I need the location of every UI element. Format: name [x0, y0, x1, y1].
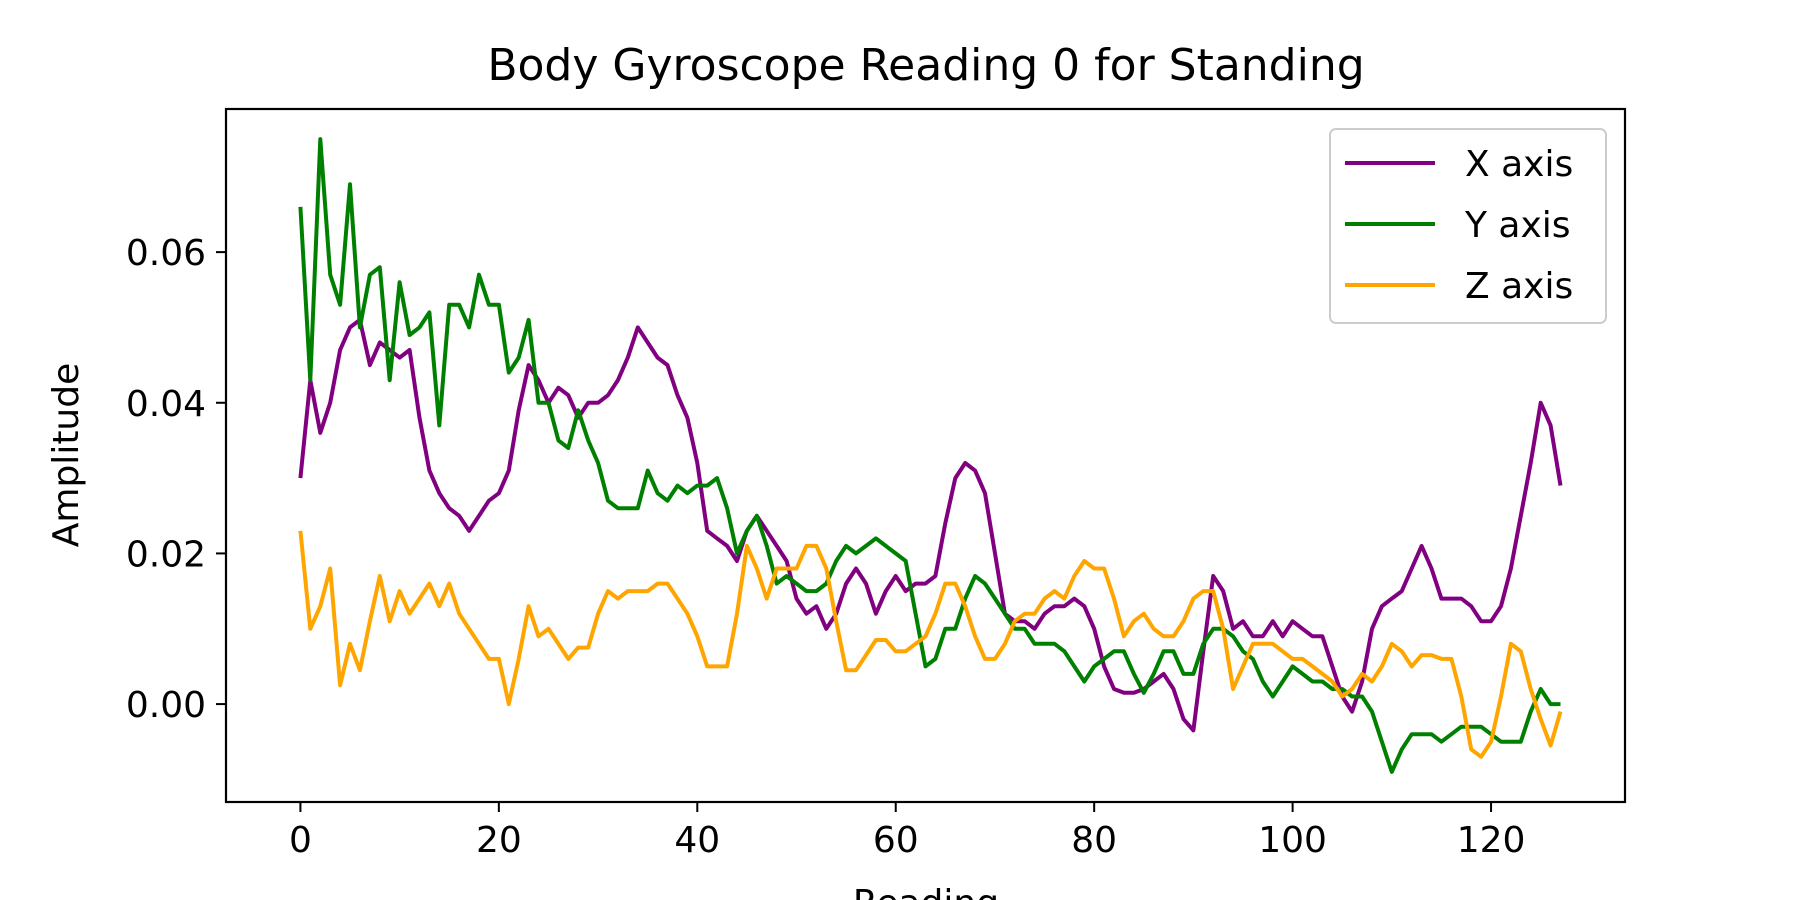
x-axis-label: Reading [853, 883, 999, 900]
plot-lines [298, 137, 1563, 774]
y-axis-label: Amplitude [46, 363, 87, 547]
y-tick-label: 0.00 [126, 685, 206, 726]
legend-box [1329, 128, 1607, 324]
y-axis: 0.00 0.02 0.04 0.06 [126, 233, 226, 726]
x-tick-label: 80 [1071, 820, 1117, 861]
legend-label-z-axis: Z axis [1465, 266, 1573, 307]
legend-label-y-axis: Y axis [1464, 205, 1571, 246]
x-tick-label: 20 [476, 820, 522, 861]
legend: X axis Y axis Z axis [1329, 128, 1607, 324]
x-tick-label: 100 [1258, 820, 1327, 861]
x-tick-label: 120 [1457, 820, 1526, 861]
series-line-x-axis [298, 317, 1563, 733]
x-tick-label: 40 [674, 820, 720, 861]
x-tick-label: 0 [289, 820, 312, 861]
y-tick-label: 0.06 [126, 233, 206, 274]
plot-frame [224, 107, 1627, 804]
y-tick-label: 0.04 [126, 384, 206, 425]
legend-label-x-axis: X axis [1465, 144, 1573, 185]
series-line-z-axis [298, 530, 1563, 759]
chart-title: Body Gyroscope Reading 0 for Standing [487, 40, 1364, 91]
x-tick-label: 60 [873, 820, 919, 861]
series-line-y-axis [298, 137, 1561, 774]
y-tick-label: 0.02 [126, 534, 206, 575]
x-axis: 0 20 40 60 80 100 120 [289, 802, 1525, 861]
